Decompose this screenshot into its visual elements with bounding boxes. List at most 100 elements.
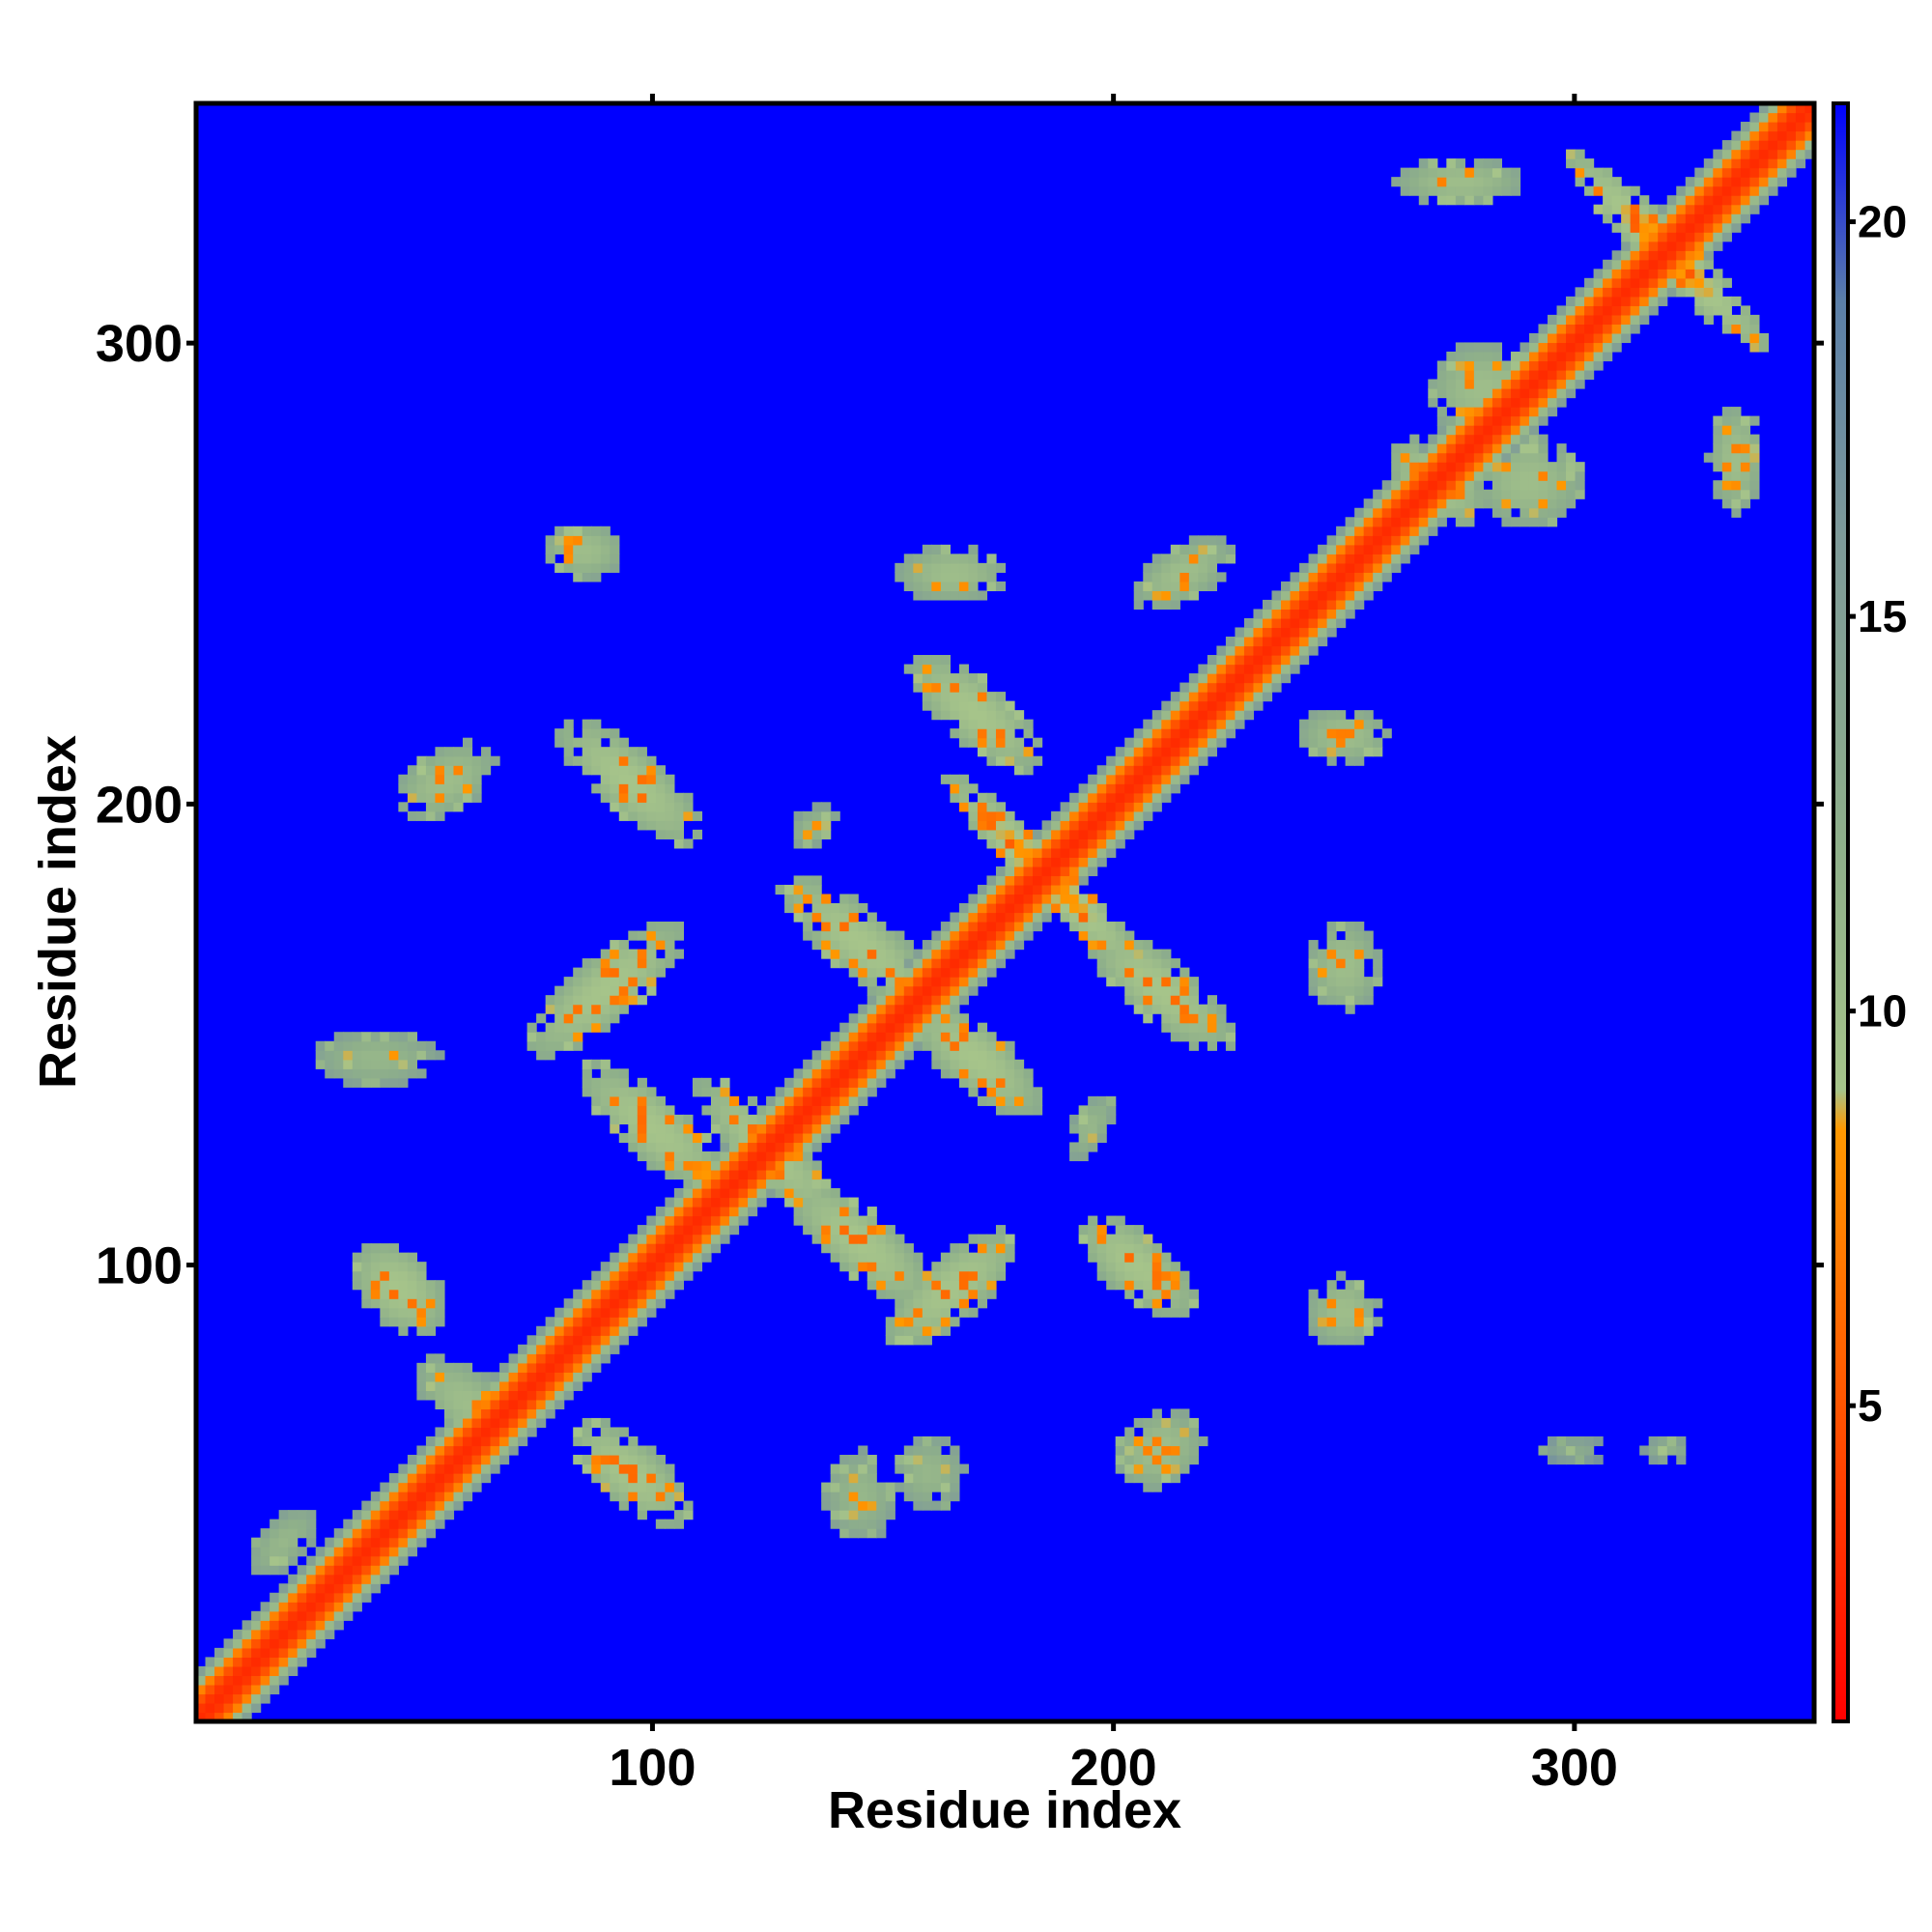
heatmap-cell (1428, 443, 1438, 454)
heatmap-cell (1235, 719, 1245, 729)
heatmap-cell (1483, 434, 1493, 444)
heatmap-cell (1354, 710, 1365, 721)
heatmap-cell (214, 1675, 225, 1686)
heatmap-cell (315, 1610, 326, 1621)
heatmap-cell (1501, 425, 1512, 436)
heatmap-cell (1096, 1270, 1107, 1281)
heatmap-cell (1336, 1289, 1347, 1299)
heatmap-cell (1566, 1455, 1577, 1465)
heatmap-cell (1740, 332, 1750, 344)
heatmap-cell (692, 1225, 703, 1236)
heatmap-cell (628, 1142, 639, 1152)
heatmap-cell (922, 562, 932, 573)
heatmap-cell (278, 1547, 289, 1557)
heatmap-cell (1464, 489, 1475, 499)
heatmap-cell (1299, 737, 1310, 748)
heatmap-cell (1198, 719, 1208, 729)
heatmap-cell (766, 1160, 777, 1171)
heatmap-cell (793, 875, 804, 886)
heatmap-cell (876, 1482, 887, 1492)
heatmap-cell (1538, 489, 1548, 499)
heatmap-cell (950, 728, 960, 739)
heatmap-cell (462, 1482, 473, 1492)
heatmap-cell (1069, 820, 1080, 831)
heatmap-cell (214, 1712, 225, 1722)
heatmap-cell (563, 1004, 574, 1014)
heatmap-cell (876, 1077, 887, 1088)
heatmap-cell (1446, 167, 1457, 178)
heatmap-cell (628, 1298, 639, 1309)
heatmap-cell (1115, 1435, 1125, 1447)
heatmap-cell (1336, 1317, 1347, 1327)
heatmap-cell (1731, 204, 1742, 214)
heatmap-cell (1556, 1435, 1567, 1447)
heatmap-cell (628, 1307, 639, 1318)
heatmap-cell (1170, 1427, 1180, 1437)
heatmap-cell (1354, 1317, 1365, 1327)
heatmap-cell (416, 1372, 427, 1382)
heatmap-cell (1299, 655, 1310, 666)
heatmap-cell (1501, 185, 1512, 196)
heatmap-cell (260, 1610, 270, 1621)
heatmap-cell (508, 1362, 519, 1373)
heatmap-cell (591, 554, 602, 564)
heatmap-cell (848, 1473, 859, 1484)
heatmap-cell (655, 1105, 666, 1116)
heatmap-cell (1170, 1445, 1180, 1456)
heatmap-cell (1115, 1445, 1125, 1456)
heatmap-cell (1400, 470, 1410, 481)
heatmap-cell (1381, 535, 1392, 546)
heatmap-cell (1133, 755, 1144, 766)
heatmap-cell (361, 1243, 372, 1254)
heatmap-cell (748, 1095, 758, 1106)
heatmap-cell (306, 1592, 317, 1603)
heatmap-cell (673, 810, 685, 821)
heatmap-cell (343, 1592, 354, 1603)
heatmap-cell (1336, 599, 1347, 611)
heatmap-cell (260, 1638, 270, 1649)
heatmap-cell (728, 1179, 740, 1189)
heatmap-cell (1143, 958, 1153, 969)
heatmap-cell (986, 1252, 997, 1263)
heatmap-cell (950, 995, 960, 1006)
heatmap-cell (728, 1114, 740, 1124)
heatmap-cell (1538, 443, 1548, 454)
heatmap-cell (1373, 719, 1383, 729)
heatmap-cell (1694, 287, 1705, 298)
heatmap-cell (867, 1225, 877, 1236)
heatmap-cell (950, 1050, 960, 1061)
heatmap-cell (1151, 977, 1162, 987)
heatmap-cell (1713, 204, 1723, 214)
heatmap-cell (600, 1262, 611, 1272)
heatmap-cell (1648, 269, 1659, 279)
heatmap-cell (1216, 1022, 1227, 1033)
heatmap-cell (1207, 1004, 1217, 1014)
heatmap-cell (573, 755, 583, 766)
heatmap-cell (1253, 645, 1264, 656)
heatmap-cell (1151, 1280, 1162, 1291)
heatmap-cell (1096, 857, 1107, 867)
heatmap-cell (683, 1270, 694, 1281)
heatmap-cell (591, 1473, 602, 1484)
heatmap-cell (995, 912, 1007, 923)
heatmap-cell (1373, 507, 1383, 518)
heatmap-cell (471, 1427, 482, 1437)
heatmap-cell (839, 922, 850, 932)
heatmap-cell (811, 1132, 822, 1144)
heatmap-cell (931, 967, 942, 978)
heatmap-cell (968, 673, 979, 684)
heatmap-cell (1198, 1032, 1208, 1042)
heatmap-cell (895, 940, 905, 951)
heatmap-cell (610, 783, 620, 794)
heatmap-cell (692, 1252, 703, 1263)
heatmap-cell (554, 544, 565, 554)
heatmap-cell (720, 1142, 730, 1152)
heatmap-cell (1308, 572, 1319, 582)
heatmap-cell (1069, 792, 1080, 803)
heatmap-cell (1363, 507, 1374, 518)
heatmap-cell (958, 1068, 970, 1079)
heatmap-cell (1418, 489, 1429, 499)
heatmap-cell (1354, 1289, 1365, 1299)
heatmap-cell (582, 967, 592, 978)
heatmap-cell (913, 664, 923, 674)
